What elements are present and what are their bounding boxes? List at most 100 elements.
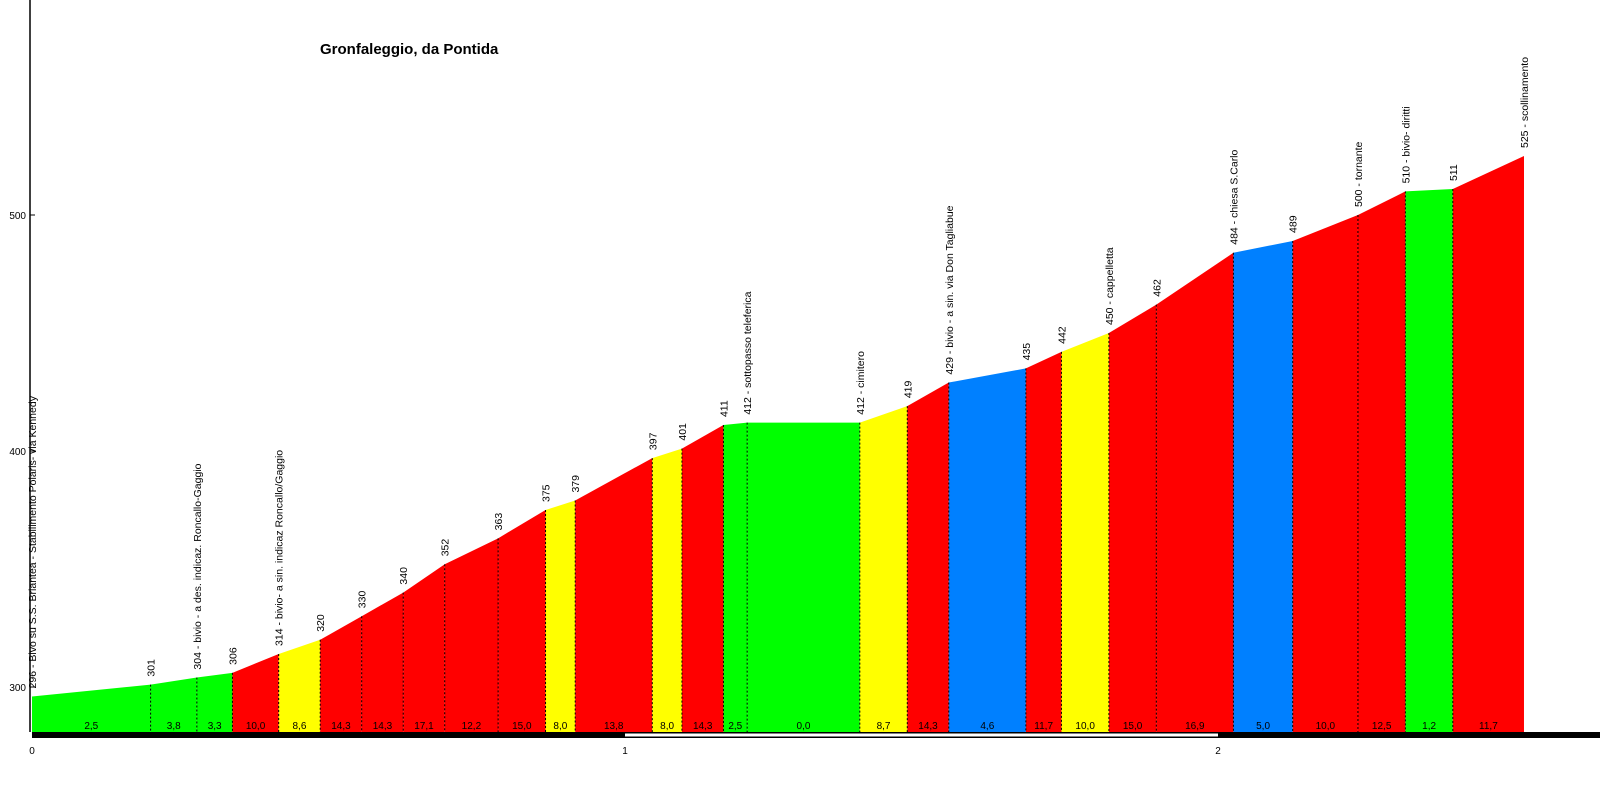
point-label: 489 bbox=[1288, 215, 1300, 233]
point-label: 401 bbox=[677, 423, 689, 441]
profile-segment bbox=[361, 592, 404, 732]
point-label: 450 - cappelletta bbox=[1104, 247, 1116, 325]
profile-segment bbox=[320, 616, 362, 732]
point-label: 320 bbox=[315, 614, 327, 632]
grade-label: 11,7 bbox=[1034, 721, 1053, 732]
profile-segment bbox=[1108, 304, 1157, 732]
x-axis: 0 1 2 bbox=[29, 746, 1221, 757]
point-label: 525 - scollinamento bbox=[1519, 57, 1531, 148]
point-labels: 296 - Bivo su S.S. Briantea - Stabilimen… bbox=[27, 57, 1531, 689]
profile-segment bbox=[1061, 333, 1109, 732]
point-label: 363 bbox=[493, 513, 505, 531]
profile-segment bbox=[948, 368, 1026, 732]
grade-label: 8,0 bbox=[553, 721, 567, 732]
point-label: 397 bbox=[647, 432, 659, 450]
grade-label: 8,0 bbox=[660, 721, 674, 732]
grade-label: 3,8 bbox=[167, 721, 181, 732]
point-label: 330 bbox=[357, 591, 369, 609]
x-tick-label: 0 bbox=[29, 746, 35, 757]
point-label: 500 - tornante bbox=[1353, 141, 1365, 207]
point-label: 419 bbox=[902, 380, 914, 398]
grade-label: 2,5 bbox=[84, 721, 98, 732]
point-label: 306 bbox=[227, 647, 239, 665]
profile-segment bbox=[1452, 156, 1524, 732]
grade-label: 14,3 bbox=[331, 721, 351, 732]
grade-label: 5,0 bbox=[1256, 721, 1270, 732]
grade-label: 8,6 bbox=[292, 721, 306, 732]
profile-segment bbox=[859, 406, 908, 732]
profile-areas bbox=[32, 156, 1524, 733]
grade-label: 13,8 bbox=[604, 721, 624, 732]
grade-label: 8,7 bbox=[877, 721, 891, 732]
point-label: 379 bbox=[570, 475, 582, 493]
grade-label: 2,5 bbox=[728, 721, 742, 732]
point-label: 296 - Bivo su S.S. Briantea - Stabilimen… bbox=[27, 395, 39, 688]
profile-segment bbox=[681, 425, 724, 732]
grade-label: 17,1 bbox=[414, 721, 434, 732]
point-label: 435 bbox=[1021, 343, 1033, 361]
grade-label: 15,0 bbox=[512, 721, 532, 732]
point-label: 352 bbox=[440, 539, 452, 557]
y-tick-label: 500 bbox=[9, 211, 26, 222]
profile-segment bbox=[575, 458, 653, 732]
point-label: 301 bbox=[146, 659, 158, 677]
y-tick-label: 400 bbox=[9, 447, 26, 458]
point-label: 412 - sottopasso teleferica bbox=[742, 291, 754, 414]
profile-segment bbox=[1233, 240, 1293, 732]
profile-segment bbox=[1405, 189, 1453, 733]
grade-label: 0,0 bbox=[797, 721, 811, 732]
point-label: 411 bbox=[718, 400, 730, 417]
grade-label: 10,0 bbox=[1316, 721, 1336, 732]
profile-segment bbox=[723, 422, 748, 732]
profile-segment bbox=[1025, 351, 1062, 732]
grade-label: 16,9 bbox=[1185, 721, 1205, 732]
profile-segment bbox=[150, 677, 197, 732]
y-tick-label: 300 bbox=[9, 683, 26, 694]
grade-label: 1,2 bbox=[1422, 721, 1436, 732]
point-label: 442 bbox=[1056, 326, 1068, 344]
profile-segment bbox=[32, 684, 151, 732]
profile-segment bbox=[1357, 191, 1406, 732]
point-label: 510 - bivio- diritti bbox=[1400, 106, 1412, 183]
chart-title: Gronfaleggio, da Pontida bbox=[320, 41, 499, 58]
profile-segment bbox=[232, 653, 279, 732]
grade-label: 10,0 bbox=[246, 721, 266, 732]
point-label: 314 - bivio- a sin. indicaz Roncallo/Gag… bbox=[274, 450, 286, 646]
point-label: 304 - bivio - a des. indicaz. Roncallo-G… bbox=[192, 463, 204, 669]
profile-segment bbox=[278, 639, 321, 732]
point-label: 462 bbox=[1151, 279, 1163, 297]
profile-segment bbox=[196, 672, 233, 732]
x-tick-label: 1 bbox=[622, 746, 628, 757]
grade-label: 4,6 bbox=[980, 721, 994, 732]
point-label: 375 bbox=[541, 484, 553, 502]
grade-label: 12,5 bbox=[1372, 721, 1392, 732]
point-label: 511 bbox=[1448, 164, 1460, 181]
point-label: 412 - cimitero bbox=[855, 351, 867, 415]
grade-label: 14,3 bbox=[373, 721, 393, 732]
grade-label: 3,3 bbox=[208, 721, 222, 732]
profile-segment bbox=[1292, 215, 1358, 732]
y-axis: 300 400 500 bbox=[9, 0, 35, 732]
grade-label: 14,3 bbox=[918, 721, 938, 732]
distance-bar-white-km bbox=[625, 733, 1218, 737]
point-label: 484 - chiesa S.Carlo bbox=[1228, 149, 1240, 244]
profile-segment bbox=[545, 500, 576, 732]
profile-segment bbox=[1156, 252, 1234, 732]
profile-segment bbox=[498, 510, 546, 732]
point-label: 340 bbox=[398, 567, 410, 585]
distance-baseline bbox=[32, 732, 1600, 738]
grade-label: 10,0 bbox=[1075, 721, 1095, 732]
point-label: 429 - bivio - a sin. via Don Tagliabue bbox=[944, 205, 956, 374]
grade-label: 15,0 bbox=[1123, 721, 1143, 732]
segment-dividers bbox=[150, 189, 1454, 732]
grade-label: 12,2 bbox=[462, 721, 482, 732]
profile-segment bbox=[652, 448, 682, 732]
grade-label: 14,3 bbox=[693, 721, 713, 732]
profile-segment bbox=[747, 422, 860, 732]
grade-labels: 2,5 3,8 3,3 10,0 8,6 14,3 14,3 17,1 12,2 15,0 8,0 1… bbox=[84, 721, 1498, 732]
profile-segment bbox=[403, 564, 445, 732]
grade-label: 11,7 bbox=[1479, 721, 1498, 732]
x-tick-label: 2 bbox=[1215, 746, 1221, 757]
profile-segment bbox=[907, 382, 949, 732]
